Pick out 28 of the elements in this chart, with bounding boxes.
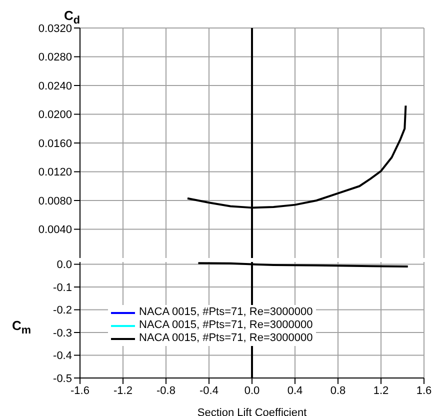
y-tick-label: 0.0160 bbox=[38, 138, 72, 150]
y-axis-title: C$_{m}$ bbox=[12, 318, 32, 337]
x-tick-label: 0.4 bbox=[287, 384, 303, 397]
y-tick-label: -0.1 bbox=[53, 282, 72, 294]
x-tick-label: -1.6 bbox=[70, 384, 90, 397]
y-tick-label: 0.0080 bbox=[38, 195, 72, 208]
y-tick-label: 0.0280 bbox=[38, 52, 72, 64]
y-tick-label: 0.0040 bbox=[38, 224, 72, 236]
legend-label: NACA 0015, #Pts=71, Re=3000000 bbox=[139, 306, 313, 320]
x-tick-label: 1.2 bbox=[373, 384, 389, 397]
y-tick-label: 0.0200 bbox=[38, 109, 72, 122]
x-tick-label: -0.4 bbox=[200, 384, 218, 397]
y-tick-label: -0.3 bbox=[53, 327, 72, 340]
y-tick-label: -0.4 bbox=[53, 350, 72, 362]
y-tick-label: -0.5 bbox=[53, 372, 72, 385]
x-tick-label: -0.8 bbox=[156, 384, 176, 397]
x-axis-title: Section Lift Coefficient bbox=[197, 407, 307, 416]
y-tick-label: 0.0240 bbox=[38, 80, 72, 92]
x-tick-label: 1.6 bbox=[416, 384, 432, 397]
x-tick-label: 0.0 bbox=[244, 384, 260, 397]
legend-label: NACA 0015, #Pts=71, Re=3000000 bbox=[139, 332, 313, 346]
x-tick-label: 0.8 bbox=[330, 384, 346, 397]
y-tick-label: -0.2 bbox=[53, 304, 72, 317]
y-tick-label: 0.0320 bbox=[38, 22, 72, 35]
y-tick-label: 0.0 bbox=[56, 259, 72, 272]
x-tick-label: -1.2 bbox=[114, 384, 132, 397]
y-tick-label: 0.0120 bbox=[38, 166, 72, 179]
legend-label: NACA 0015, #Pts=71, Re=3000000 bbox=[139, 319, 313, 332]
